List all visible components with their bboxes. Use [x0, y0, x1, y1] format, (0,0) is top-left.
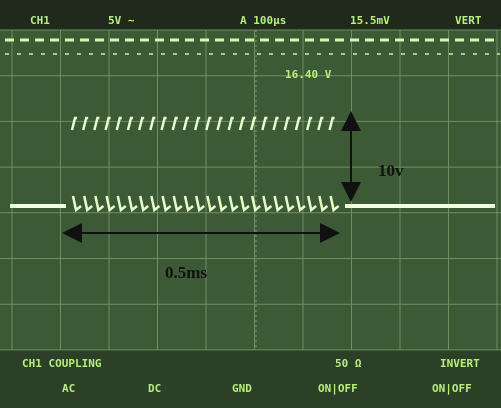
menu-option: GND [232, 382, 252, 395]
pulse-edge [295, 195, 306, 213]
amplitude-label: 10v [378, 161, 404, 180]
menu-option: DC [148, 382, 161, 395]
pulse-edge [329, 195, 340, 213]
pulse-edge [94, 195, 105, 213]
pulse-edge [250, 195, 261, 213]
pulse-edge [194, 195, 205, 213]
pulse [160, 116, 167, 131]
pulse [283, 116, 290, 131]
top-bar [0, 0, 501, 30]
menu-option: ON|OFF [432, 382, 472, 395]
pulse [317, 116, 324, 131]
pulse-edge [161, 195, 172, 213]
pulse-train [70, 116, 340, 213]
pulse-edge [217, 195, 228, 213]
pulse [193, 116, 201, 131]
pulse-edge [82, 195, 93, 213]
pulse-edge [284, 195, 295, 213]
menu-option: ON|OFF [318, 382, 358, 395]
pulse [227, 116, 234, 131]
menu-option: AC [62, 382, 75, 395]
pulse-edge [71, 195, 82, 213]
pulse-edge [262, 195, 273, 213]
pulse-edge [183, 195, 194, 213]
pulse [93, 116, 100, 131]
pulse-edge [306, 195, 317, 213]
impedance: 50 Ω [335, 357, 362, 370]
pulse-edge [105, 195, 116, 213]
pulse [70, 116, 77, 131]
pulse [272, 116, 279, 131]
pulse [238, 116, 245, 131]
pulse-edge [127, 195, 138, 213]
pulse-edge [206, 195, 217, 213]
menu-title: CH1 COUPLING [22, 357, 102, 370]
channel: CH1 [30, 14, 50, 27]
pulse [216, 116, 223, 131]
pulse [104, 116, 111, 131]
pulse [205, 116, 212, 131]
pulse-edge [138, 195, 149, 213]
pulse [261, 116, 268, 131]
pulse [137, 116, 145, 131]
pulse [126, 116, 133, 131]
pulse-edge [273, 195, 284, 213]
pulse-edge [318, 195, 329, 213]
menu-options: AC DC GND ON|OFF ON|OFF [62, 382, 472, 395]
pulse [294, 116, 301, 131]
readout: 16.40 V [285, 68, 332, 81]
pulse [171, 116, 178, 131]
invert: INVERT [440, 357, 480, 370]
pulse-edge [228, 195, 239, 213]
pulse [149, 116, 156, 131]
pulse-edge [239, 195, 250, 213]
pulse [249, 116, 257, 131]
time-base: A 100μs [240, 14, 286, 27]
pulse [182, 116, 189, 131]
trigger-level: 15.5mV [350, 14, 390, 27]
pulse [81, 116, 89, 131]
pulse [328, 116, 335, 131]
pulse [115, 116, 122, 131]
pulse-edge [172, 195, 183, 213]
pulse-edge [116, 195, 127, 213]
pulse-edge [150, 195, 161, 213]
trigger-mode: VERT [455, 14, 482, 27]
graticule [0, 29, 501, 351]
menu-bar [0, 350, 501, 408]
duration-label: 0.5ms [165, 263, 207, 282]
volts-per-div: 5V ~ [108, 14, 135, 27]
pulse [305, 116, 313, 131]
